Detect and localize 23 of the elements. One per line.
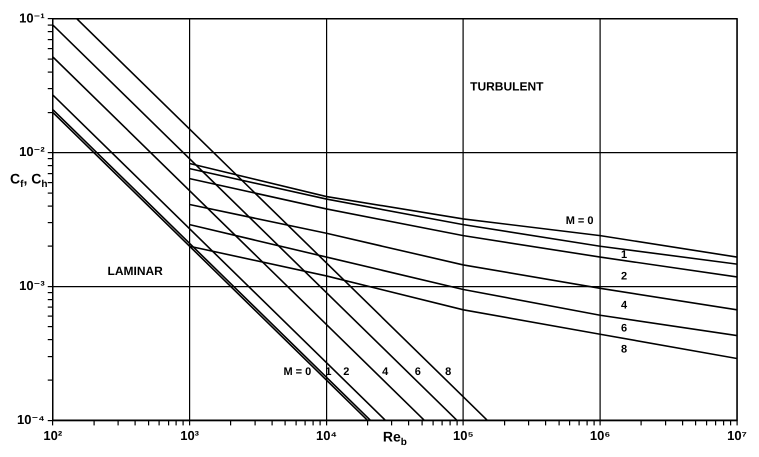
series-label: 4 (621, 299, 628, 312)
series-label: 1 (621, 248, 628, 261)
series-label: 8 (445, 366, 452, 378)
series-label: 8 (621, 344, 628, 356)
y-tick-label: 10⁻⁴ (16, 412, 45, 427)
series-label: M = 0 (283, 366, 312, 378)
y-tick-label: 10⁻² (19, 144, 46, 160)
series-label: 4 (382, 366, 390, 378)
series-label: 6 (414, 366, 421, 378)
x-tick-label: 10⁷ (727, 428, 747, 443)
series-label: 2 (343, 366, 350, 378)
series-label: 2 (621, 270, 628, 282)
series-label: M = 0 (566, 215, 594, 228)
x-tick-label: 10⁵ (453, 428, 474, 443)
x-tick-label: 10³ (180, 428, 200, 443)
x-tick-label: 10⁶ (590, 428, 610, 443)
x-tick-label: 10² (43, 428, 63, 443)
y-tick-label: 10⁻³ (19, 278, 46, 294)
series-label: 6 (621, 322, 628, 335)
y-tick-label: 10⁻¹ (19, 10, 45, 26)
x-tick-label: 10⁴ (316, 428, 337, 443)
annotation: LAMINAR (107, 264, 164, 278)
annotation: TURBULENT (470, 79, 544, 94)
